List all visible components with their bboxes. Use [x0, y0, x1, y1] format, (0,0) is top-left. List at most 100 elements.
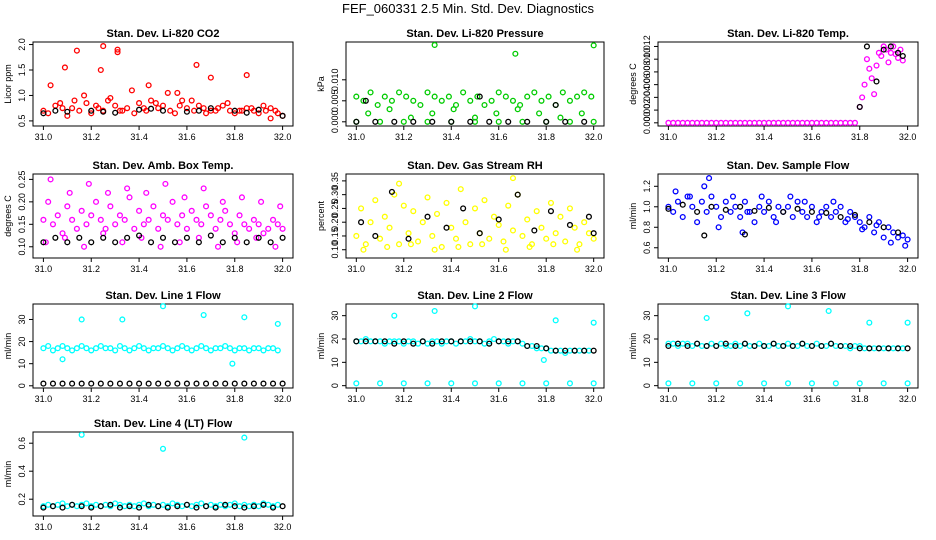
- data-point-blue: [775, 203, 782, 210]
- data-point-red: [267, 105, 274, 112]
- data-point-yellow: [414, 238, 422, 245]
- data-point-red: [52, 102, 59, 109]
- x-tick-label: 31.4: [130, 132, 148, 142]
- data-point-red: [248, 105, 255, 112]
- data-point-black: [40, 110, 47, 117]
- data-point-cyan: [45, 501, 52, 508]
- data-point-yellow: [481, 197, 488, 204]
- data-point-cyan: [400, 340, 407, 347]
- data-point-black: [212, 380, 219, 387]
- data-point-magenta: [40, 216, 47, 223]
- data-point-magenta: [694, 119, 701, 126]
- data-point-blue: [741, 198, 748, 205]
- x-tick-label: 31.4: [130, 264, 148, 274]
- data-point-cyan: [112, 347, 119, 354]
- data-point-black: [780, 208, 787, 215]
- data-point-blue: [751, 219, 758, 226]
- data-point-magenta: [241, 221, 248, 228]
- data-point-cyan: [443, 338, 450, 345]
- data-point-yellow: [395, 241, 403, 248]
- chart-panel-1: Stan. Dev. Li-820 CO2 Licor ppm 31.0 31.2 31…: [3, 28, 294, 142]
- data-point-magenta: [751, 119, 758, 126]
- data-point-magenta: [203, 203, 210, 210]
- data-point-cyan: [226, 345, 234, 352]
- data-point-yellow: [467, 241, 474, 248]
- data-point-black: [147, 105, 155, 112]
- data-point-black: [524, 342, 531, 350]
- data-point-cyan: [131, 345, 138, 352]
- data-point-black: [243, 239, 250, 246]
- data-point-magenta: [81, 243, 88, 250]
- data-point-yellow: [367, 219, 374, 226]
- data-point-black: [808, 208, 815, 215]
- data-point-red: [116, 107, 123, 114]
- data-point-black: [107, 380, 114, 387]
- x-tick-label: 31.6: [490, 394, 508, 404]
- y-axis-label: degrees C: [628, 63, 638, 105]
- data-point-black: [40, 504, 47, 511]
- y-tick-label: 0.20: [330, 213, 340, 231]
- data-point-blue: [847, 208, 854, 215]
- data-point-black: [894, 229, 902, 236]
- data-point-yellow: [557, 213, 564, 220]
- data-point-cyan: [229, 360, 236, 367]
- data-point-yellow: [384, 243, 391, 251]
- data-point-magenta: [277, 203, 284, 210]
- data-point-black: [193, 504, 200, 511]
- data-point-cyan: [358, 338, 365, 345]
- y-tick-label: 30: [330, 311, 340, 321]
- data-point-cyan: [856, 380, 863, 387]
- x-tick-label: 31.6: [803, 394, 821, 404]
- data-point-cyan: [236, 503, 243, 510]
- data-point-cyan: [83, 345, 90, 352]
- data-point-yellow: [431, 246, 438, 253]
- data-point-cyan: [83, 500, 90, 507]
- data-point-yellow: [543, 235, 550, 242]
- data-point-cyan: [519, 380, 526, 387]
- data-point-magenta: [102, 225, 109, 232]
- data-point-magenta: [116, 212, 123, 219]
- data-point-red: [69, 105, 76, 112]
- data-point-black: [269, 504, 277, 511]
- data-point-cyan: [207, 501, 214, 508]
- data-point-yellow: [395, 180, 403, 187]
- y-tick-label: 0.000: [330, 111, 340, 134]
- data-point-cyan: [552, 317, 559, 324]
- y-tick-label: 30: [17, 314, 27, 324]
- plot-frame: [32, 173, 294, 259]
- x-tick-label: 31.8: [851, 394, 869, 404]
- data-point-black: [155, 380, 162, 387]
- data-point-black: [904, 345, 911, 352]
- data-point-blue: [813, 219, 820, 226]
- data-point-black: [741, 340, 748, 347]
- data-point-magenta: [119, 239, 126, 246]
- data-point-green: [360, 97, 367, 104]
- data-point-magenta: [198, 221, 205, 228]
- data-point-cyan: [746, 342, 753, 350]
- data-point-red: [212, 107, 219, 114]
- data-point-cyan: [433, 338, 441, 345]
- data-point-yellow: [571, 224, 578, 231]
- data-point-black: [780, 342, 787, 350]
- data-point-black: [505, 118, 512, 125]
- data-point-green: [460, 89, 467, 96]
- data-point-black: [164, 504, 171, 511]
- data-point-green: [445, 93, 452, 100]
- data-point-black: [88, 107, 95, 114]
- data-point-black: [410, 118, 417, 125]
- x-tick-label: 31.6: [178, 132, 196, 142]
- plot-frame: [657, 41, 919, 127]
- data-point-blue: [706, 175, 713, 182]
- data-point-green: [377, 118, 384, 125]
- data-point-black: [585, 213, 592, 220]
- data-point-magenta: [708, 119, 715, 126]
- data-point-blue: [794, 198, 801, 205]
- data-point-magenta: [804, 119, 811, 126]
- y-tick-label: 0.10: [330, 241, 340, 259]
- data-point-magenta: [253, 234, 260, 241]
- data-point-black: [524, 118, 531, 125]
- data-point-black: [789, 342, 796, 350]
- data-point-black: [243, 109, 250, 116]
- data-point-red: [200, 105, 207, 112]
- panel-title: Stan. Dev. Sample Flow: [727, 160, 850, 172]
